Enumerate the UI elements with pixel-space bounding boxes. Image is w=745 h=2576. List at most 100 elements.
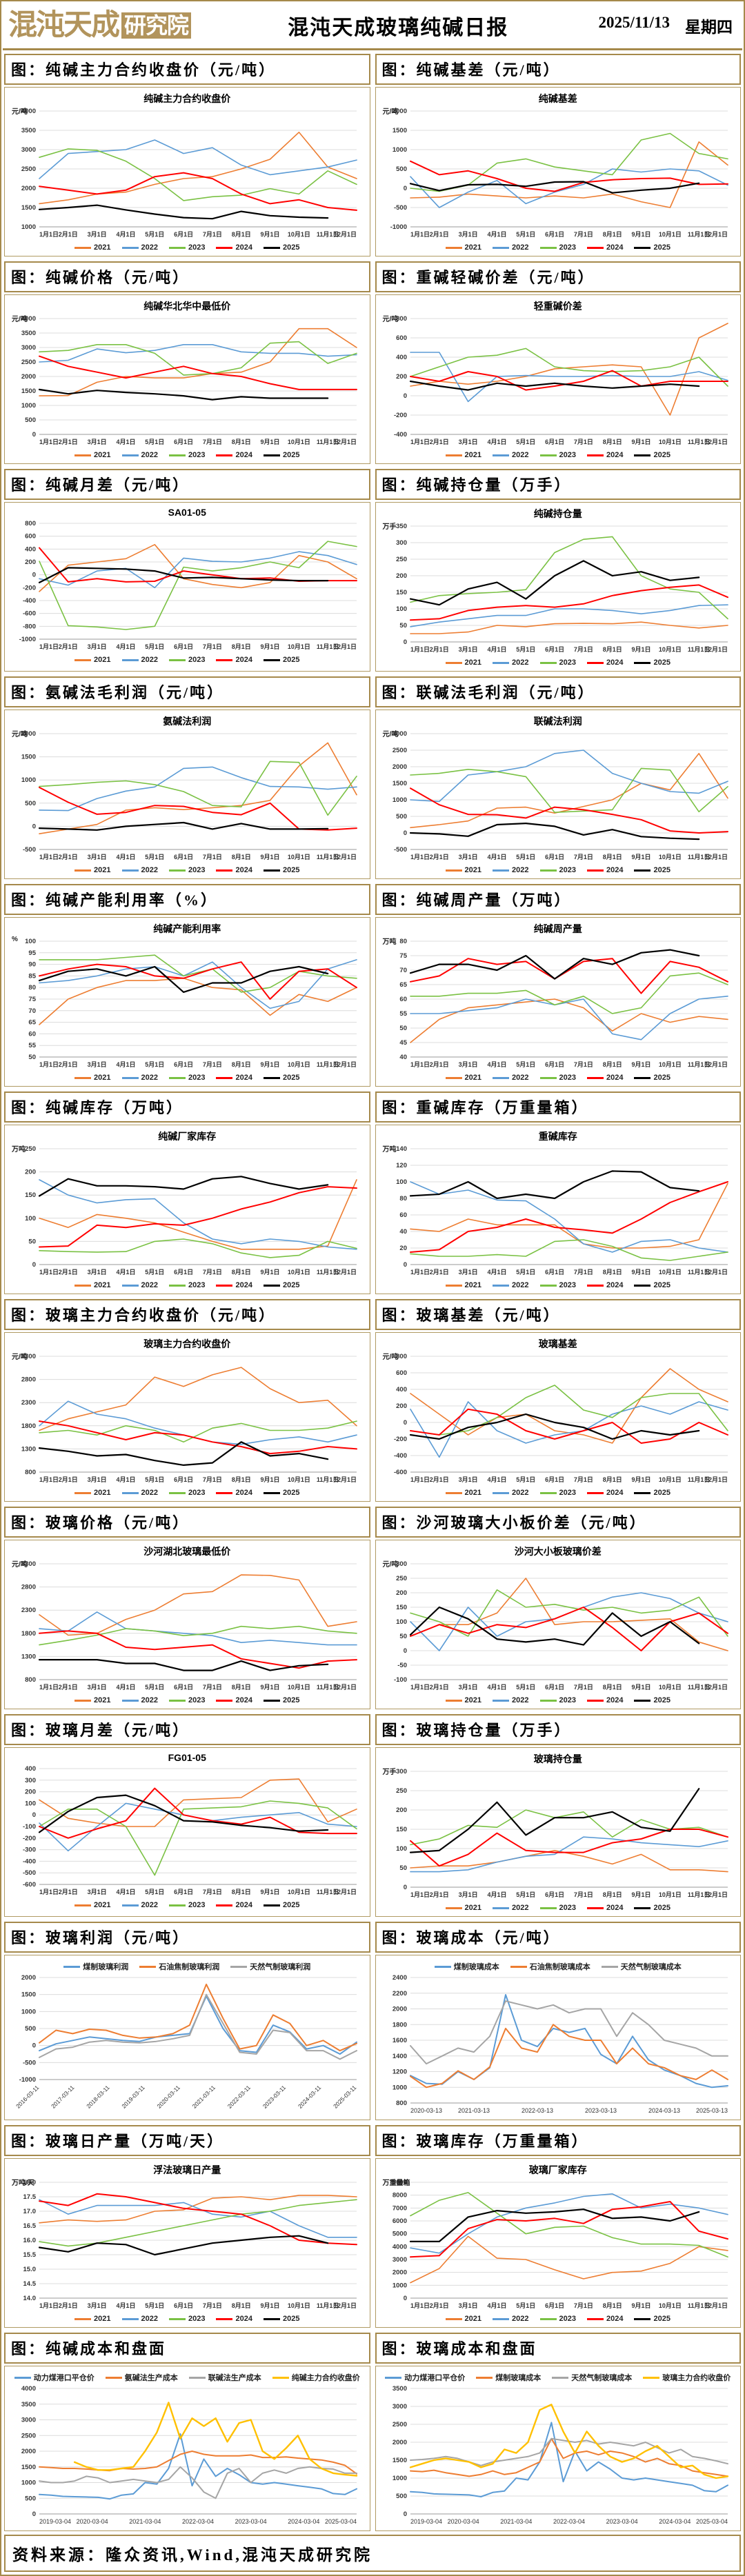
y-axis-unit-label: %: [12, 936, 18, 943]
chart-cell-6: 图：纯碱持仓量（万手） 纯碱持仓量 万手 0 50 100 150 200 250 300 350 1…: [375, 469, 741, 672]
x-tick-label: 6月1日: [545, 646, 564, 653]
x-tick-label: 11月1日: [317, 2302, 339, 2309]
legend-swatch: [121, 2317, 139, 2320]
x-tick-label: 10月1日: [288, 2302, 310, 2309]
chart-body: 重碱库存 万吨 0 20 40 60 80 100 120 140 1月1日 2月1日 3月1日 4月1日…: [375, 1125, 741, 1294]
y-tick-label: 300: [396, 1560, 407, 1568]
x-tick-label: 2021-03-13: [458, 2107, 490, 2114]
chart-legend: 2021 2022 2023 2024 2025: [377, 242, 739, 254]
x-tick-label: 12月1日: [334, 439, 357, 445]
legend-swatch: [272, 2376, 289, 2379]
legend-label: 2022: [141, 656, 158, 664]
x-tick-label: 5月1日: [516, 1061, 535, 1068]
x-tick-label: 4月1日: [117, 1476, 136, 1483]
legend-swatch: [539, 246, 557, 249]
x-tick-label: 12月1日: [705, 439, 728, 445]
x-tick-label: 2020-03-11: [156, 2084, 182, 2110]
legend-label: 2023: [188, 1074, 206, 1082]
legend-item-2025: 2025: [263, 451, 299, 459]
y-tick-label: -300: [23, 1847, 36, 1854]
x-tick-label: 11月1日: [688, 1269, 711, 1276]
y-tick-label: 1500: [21, 204, 36, 212]
x-tick-label: 9月1日: [631, 1269, 650, 1276]
x-tick-label: 8月1日: [602, 1891, 622, 1898]
chart-svg-2: -1000 -500 0 500 1000 1500 2000 1月1日 2月1日 3月1日 4月1…: [390, 108, 728, 238]
series-line-2021: [39, 978, 358, 1025]
x-tick-label: 5月1日: [516, 646, 535, 653]
legend-label: 2021: [464, 243, 482, 252]
legend-swatch: [263, 1699, 280, 1702]
y-tick-label: 3500: [393, 2385, 407, 2393]
x-tick-label: 8月1日: [232, 1061, 251, 1068]
y-tick-label: 75: [29, 996, 37, 1003]
legend-swatch: [63, 1965, 81, 1968]
legend-swatch: [263, 658, 280, 661]
x-tick-label: 1月1日: [39, 439, 59, 445]
legend-label: 2024: [606, 1281, 624, 1289]
legend-item-2024: 2024: [216, 1074, 252, 1082]
legend-label: 2022: [512, 1074, 529, 1082]
legend-swatch: [586, 1491, 604, 1494]
legend-swatch: [216, 454, 233, 456]
series-line-2025: [39, 821, 329, 831]
legend-label: 2025: [653, 243, 670, 252]
x-tick-label: 1月1日: [39, 2302, 59, 2309]
y-tick-label: 9000: [393, 2179, 407, 2186]
x-tick-label: 4月1日: [487, 1476, 506, 1483]
x-tick-label: 7月1日: [574, 2302, 593, 2309]
legend-item-2022: 2022: [121, 1281, 158, 1289]
x-tick-label: 8月1日: [232, 1684, 251, 1691]
x-tick-label: 2024-03-13: [648, 2107, 680, 2114]
legend-label: 2024: [606, 866, 624, 874]
legend-label: 2023: [188, 656, 206, 664]
y-tick-label: 1600: [393, 2037, 407, 2044]
legend-item-2025: 2025: [263, 1696, 299, 1704]
legend-item-2023: 2023: [169, 243, 205, 252]
y-tick-label: 2000: [21, 185, 36, 192]
x-tick-label: 1月1日: [410, 231, 430, 238]
legend-item-2022: 2022: [493, 866, 529, 874]
legend-item-2024: 2024: [586, 1696, 623, 1704]
y-tick-label: -600: [23, 610, 36, 618]
x-tick-label: 5月1日: [516, 854, 535, 861]
y-tick-label: 2500: [393, 747, 407, 754]
x-tick-label: 7月1日: [203, 854, 222, 861]
legend-label: 2024: [235, 1281, 252, 1289]
x-tick-label: 7月1日: [574, 646, 593, 653]
y-tick-label: 400: [396, 1386, 407, 1393]
x-tick-label: 2022-03-11: [226, 2084, 252, 2110]
y-tick-label: 15.0: [23, 2266, 37, 2273]
chart-legend: 2021 2022 2023 2024 2025: [6, 1900, 368, 1912]
legend-item-2022: 2022: [121, 1696, 158, 1704]
series-line-2023: [39, 954, 358, 993]
chart-section-title: 图：纯碱价格（元/吨）: [4, 261, 370, 292]
legend-label: 2021: [94, 243, 111, 252]
legend-item-2023: 2023: [169, 656, 205, 664]
x-tick-label: 3月1日: [88, 1061, 107, 1068]
x-tick-label: 1月1日: [39, 643, 59, 650]
series-line-2023: [39, 541, 358, 630]
legend-swatch: [230, 1965, 248, 1968]
x-tick-label: 8月1日: [232, 854, 251, 861]
x-tick-label: 2023-03-11: [261, 2084, 288, 2110]
x-tick-label: 4月1日: [117, 643, 136, 650]
x-tick-label: 2020-03-04: [77, 2518, 108, 2525]
x-tick-label: 10月1日: [659, 439, 682, 445]
series-line-2025: [409, 380, 700, 391]
x-tick-label: 4月1日: [487, 1891, 506, 1898]
chart-section-title: 图：重碱库存（万重量箱）: [375, 1091, 741, 1123]
y-tick-label: 300: [396, 539, 407, 547]
y-tick-label: 200: [25, 559, 36, 566]
y-tick-label: 4000: [21, 315, 36, 323]
y-tick-label: 250: [25, 1145, 36, 1153]
plot-title: 纯碱持仓量: [533, 508, 582, 519]
x-tick-label: 2月1日: [59, 643, 78, 650]
y-tick-label: -200: [394, 1436, 407, 1443]
legend-label: 动力煤港口平仓价: [404, 2374, 466, 2382]
series-line-2023: [39, 148, 358, 201]
y-tick-label: 50: [399, 1864, 407, 1872]
y-axis-unit-label: 万吨/天: [12, 2180, 34, 2187]
legend-label: 2021: [94, 1281, 111, 1289]
y-tick-label: 3300: [21, 1560, 36, 1568]
x-tick-label: 2022-03-04: [182, 2518, 214, 2525]
